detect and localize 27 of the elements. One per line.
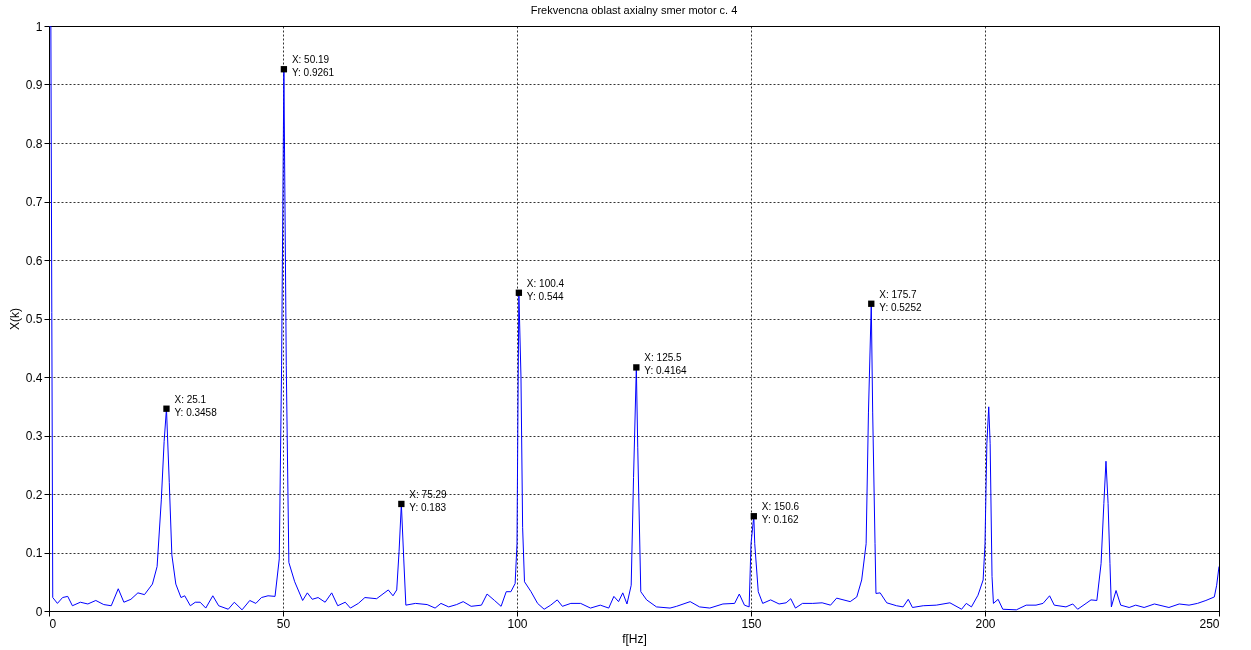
y-tick-label: 0.4 [25, 370, 43, 385]
x-tick-label: 250 [1199, 616, 1220, 631]
annotation: X: 50.19 Y: 0.9261 [291, 54, 335, 79]
y-tick-label: 0.7 [25, 195, 43, 209]
x-tick-label: 200 [975, 616, 996, 631]
y-tick-label: 0 [35, 604, 43, 619]
chart-title: Frekvencna oblast axialny smer motor c. 4 [530, 4, 738, 16]
y-tick-label: 0.2 [25, 487, 43, 502]
x-tick-label: 100 [507, 616, 528, 631]
annotation: X: 75.29 Y: 0.183 [409, 488, 448, 513]
y-tick-label: 0.6 [25, 253, 43, 268]
annotation: X: 125.5 Y: 0.4164 [644, 352, 688, 377]
y-tick-label: 0.3 [25, 429, 43, 443]
y-tick-label: 0.8 [25, 136, 43, 151]
y-tick-label: 0.1 [25, 546, 43, 560]
x-tick-label: 0 [49, 616, 57, 631]
y-tick-label: 0.5 [25, 312, 43, 326]
x-axis-title: f[Hz] [622, 631, 647, 646]
annotation: X: 100.4 Y: 0.544 [526, 277, 565, 302]
x-tick-label: 50 [276, 616, 291, 631]
annotation: X: 150.6 Y: 0.162 [761, 501, 800, 526]
annotation: X: 175.7 Y: 0.5252 [879, 288, 922, 313]
y-tick-label: 0.9 [25, 78, 43, 92]
y-tick-label: 1 [35, 19, 43, 34]
x-tick-label: 150 [741, 616, 762, 631]
y-axis-title: X(k) [7, 308, 22, 330]
annotation: X: 25.1 Y: 0.3458 [174, 393, 218, 418]
